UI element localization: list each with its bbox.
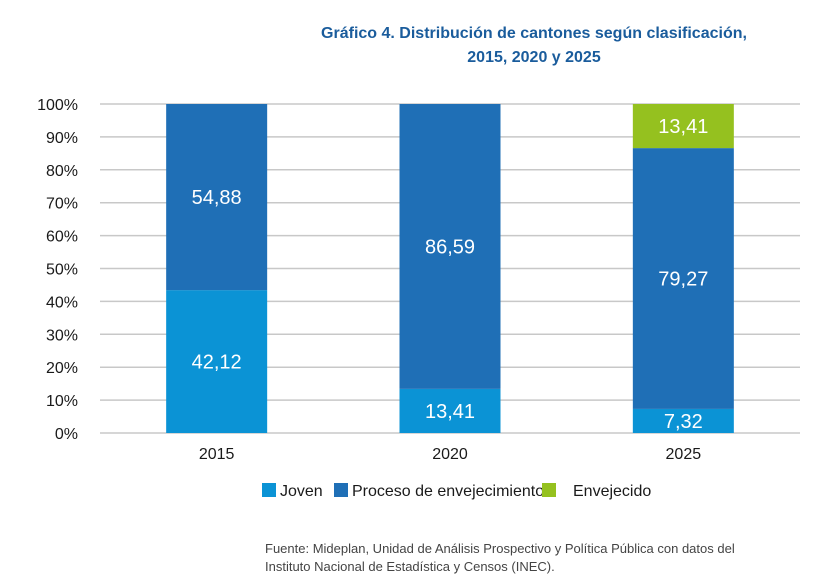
bar-segment <box>166 290 268 433</box>
legend-swatch <box>262 483 276 497</box>
data-label: 86,59 <box>425 236 475 258</box>
y-tick-label: 30% <box>46 327 78 344</box>
y-tick-label: 50% <box>46 262 78 279</box>
data-label: 42,12 <box>192 352 242 374</box>
data-label: 79,27 <box>658 269 708 291</box>
legend-swatch <box>542 483 556 497</box>
bar-segment <box>632 104 734 149</box>
y-tick-label: 0% <box>55 426 78 443</box>
x-tick-label: 2025 <box>666 446 702 463</box>
y-tick-label: 40% <box>46 294 78 311</box>
data-label: 7,32 <box>664 411 703 433</box>
y-tick-label: 80% <box>46 163 78 180</box>
legend-label: Proceso de envejecimiento <box>352 483 544 500</box>
bar-segment <box>399 104 501 389</box>
source-note-line-2: Instituto Nacional de Estadística y Cens… <box>265 559 555 574</box>
y-tick-label: 90% <box>46 130 78 147</box>
data-label: 54,88 <box>192 187 242 209</box>
y-tick-label: 20% <box>46 360 78 377</box>
bar-segment <box>632 148 734 409</box>
chart-title-line-1: Gráfico 4. Distribución de cantones segú… <box>321 25 747 42</box>
source-note-line-1: Fuente: Mideplan, Unidad de Análisis Pro… <box>265 541 735 556</box>
x-tick-label: 2015 <box>199 446 235 463</box>
bar-segment <box>399 388 501 433</box>
bar-segment <box>166 104 268 291</box>
chart-title-line-2: 2015, 2020 y 2025 <box>467 49 601 66</box>
y-tick-label: 100% <box>37 97 78 114</box>
y-tick-label: 60% <box>46 229 78 246</box>
data-label: 13,41 <box>658 116 708 138</box>
legend-swatch <box>334 483 348 497</box>
bar-segment <box>632 408 734 433</box>
y-tick-label: 70% <box>46 196 78 213</box>
legend-label: Envejecido <box>573 483 651 500</box>
x-tick-label: 2020 <box>432 446 468 463</box>
legend-label: Joven <box>280 483 323 500</box>
y-tick-label: 10% <box>46 393 78 410</box>
data-label: 13,41 <box>425 401 475 423</box>
